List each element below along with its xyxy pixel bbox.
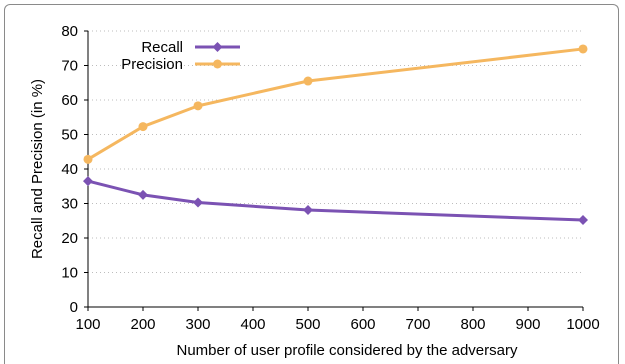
legend-label-recall: Recall (141, 39, 183, 56)
precision-point-500 (303, 76, 313, 86)
y-tick-label-0: 0 (70, 299, 78, 316)
legend-marker-precision (213, 59, 222, 69)
x-tick-label-200: 200 (130, 316, 155, 333)
precision-point-300 (193, 101, 203, 111)
y-axis-ticks: 0 10 20 30 40 50 60 70 80 (61, 23, 88, 316)
x-axis-label: Number of user profile considered by the… (176, 342, 518, 359)
y-tick-label-10: 10 (61, 265, 78, 282)
recall-point-100 (83, 176, 93, 187)
recall-point-300 (193, 197, 203, 208)
x-tick-label-500: 500 (295, 316, 320, 333)
recall-point-200 (138, 189, 148, 200)
y-tick-label-20: 20 (61, 230, 78, 247)
recall-line (87, 179, 584, 222)
x-tick-label-900: 900 (515, 316, 540, 333)
series-markers (83, 44, 588, 226)
y-tick-label-60: 60 (61, 92, 78, 109)
chart-frame (4, 4, 619, 364)
x-tick-label-600: 600 (350, 316, 375, 333)
x-tick-label-100: 100 (75, 316, 100, 333)
y-tick-label-30: 30 (61, 196, 78, 213)
y-tick-label-40: 40 (61, 161, 78, 178)
legend-label-precision: Precision (121, 56, 183, 73)
x-tick-label-1000: 1000 (566, 316, 599, 333)
y-tick-label-50: 50 (61, 127, 78, 144)
grid (88, 30, 583, 273)
precision-point-100 (83, 154, 93, 164)
x-tick-label-800: 800 (460, 316, 485, 333)
y-axis-label: Recall and Precision (in %) (29, 79, 46, 259)
y-tick-label-70: 70 (61, 58, 78, 75)
x-tick-label-400: 400 (240, 316, 265, 333)
recall-point-1000 (578, 215, 588, 226)
y-tick-label-80: 80 (61, 23, 78, 40)
x-tick-label-300: 300 (185, 316, 210, 333)
precision-point-1000 (578, 44, 588, 54)
recall-point-500 (303, 205, 313, 216)
x-axis-ticks: 100 200 300 400 500 600 700 800 900 1000 (75, 307, 600, 333)
x-tick-label-700: 700 (405, 316, 430, 333)
legend-marker-recall (212, 42, 223, 52)
precision-point-200 (138, 122, 148, 132)
